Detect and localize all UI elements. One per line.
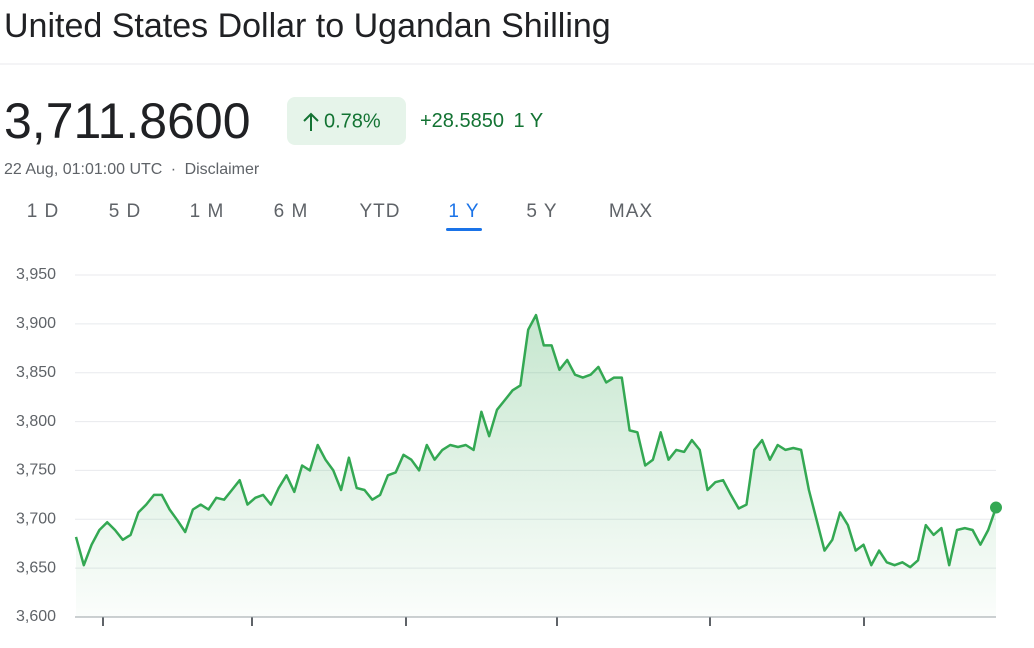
timestamp-line: 22 Aug, 01:01:00 UTC · Disclaimer	[4, 161, 260, 178]
price: 3,711.8600	[4, 93, 251, 149]
change-abs: +28.5850 1 Y	[420, 110, 543, 132]
change-period: 1 Y	[514, 110, 544, 132]
range-tab[interactable]: YTD	[360, 201, 401, 222]
y-tick-label: 3,700	[16, 511, 56, 528]
price-line	[74, 313, 998, 569]
y-tick-label: 3,750	[16, 462, 56, 479]
y-tick-label: 3,800	[16, 413, 56, 430]
y-tick-label: 3,950	[16, 266, 56, 283]
y-tick-label: 3,850	[16, 364, 56, 381]
tab-underline	[446, 228, 482, 231]
y-tick-label: 3,900	[16, 315, 56, 332]
range-tab[interactable]: MAX	[609, 201, 653, 222]
chart: 3,600 3,650 3,700 3,750 3,800 3,850 3,900 3,950	[16, 266, 1002, 626]
disclaimer[interactable]: Disclaimer	[185, 161, 260, 178]
up-arrow	[303, 112, 319, 131]
y-tick-label: 3,650	[16, 559, 56, 576]
range-tab[interactable]: 1 M	[190, 201, 225, 222]
last-point	[990, 501, 1002, 514]
separator: ·	[171, 161, 176, 178]
range-tab[interactable]: 5 Y	[526, 201, 557, 222]
change-badge	[287, 97, 406, 145]
timestamp: 22 Aug, 01:01:00 UTC	[4, 161, 162, 178]
range-tab[interactable]: 6 M	[274, 201, 309, 222]
range-tab[interactable]: 1 D	[27, 201, 60, 222]
range-tab[interactable]: 5 D	[109, 201, 142, 222]
y-tick-label: 3,600	[16, 608, 56, 625]
range-tabs: 1 D 5 D 1 M 6 M YTD 1 Y 5 Y MAX	[27, 201, 653, 231]
change-abs-value: +28.5850	[420, 110, 504, 132]
change-pct: 0.78%	[324, 110, 381, 132]
area	[76, 315, 996, 617]
range-tab[interactable]: 1 Y	[448, 201, 479, 222]
title: United States Dollar to Ugandan Shilling	[4, 7, 611, 45]
